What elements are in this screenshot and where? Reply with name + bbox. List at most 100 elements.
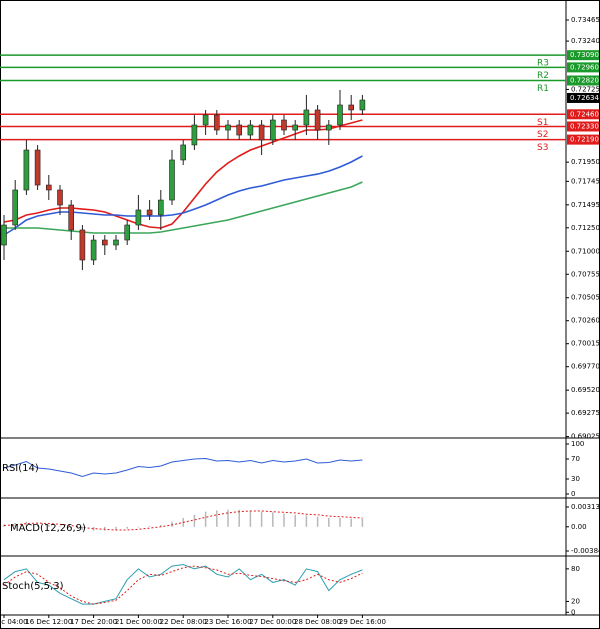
candle-body <box>236 124 242 136</box>
candle-body <box>102 239 108 246</box>
histogram-bar <box>59 526 61 527</box>
y-tick-label: 0.72725 <box>571 85 600 93</box>
candle-body <box>281 119 287 131</box>
candle-body <box>146 209 153 216</box>
level-box <box>567 50 599 61</box>
candle-body <box>303 109 310 126</box>
y-tick-label: 0.69025 <box>571 433 600 441</box>
indicator-line <box>3 565 363 605</box>
histogram-bar <box>126 526 128 529</box>
level-name: S1 <box>537 118 548 128</box>
candle-body <box>12 189 18 226</box>
candle-body <box>169 159 175 201</box>
y-tick-label: 0.003139 <box>571 503 600 511</box>
histogram-bar <box>48 524 50 527</box>
level-label: 0.72460 <box>570 110 599 118</box>
candle-body <box>348 104 355 111</box>
histogram-bar <box>305 515 308 527</box>
level-box <box>567 134 599 145</box>
level-name: S3 <box>537 143 548 153</box>
level-box <box>567 75 599 86</box>
histogram-bar <box>238 509 240 527</box>
y-tick-label: 0.71495 <box>571 201 600 209</box>
candle-body <box>202 114 209 126</box>
histogram-bar <box>3 524 5 527</box>
candle-body <box>191 124 198 146</box>
candle-body <box>158 199 164 216</box>
indicator-line <box>3 457 363 478</box>
histogram-bar <box>272 512 274 527</box>
histogram-bar <box>204 511 207 527</box>
histogram-bar <box>148 526 151 527</box>
candle-body <box>34 149 41 186</box>
level-label: 0.72330 <box>570 122 599 130</box>
histogram-bar <box>70 526 72 529</box>
level-name: R3 <box>537 59 549 69</box>
y-tick-label: 30 <box>571 475 580 483</box>
candle-body <box>337 104 343 126</box>
candle-body <box>124 224 130 241</box>
y-tick-label: 0.71000 <box>571 247 600 255</box>
candle-body <box>90 239 97 261</box>
level-name: R2 <box>537 71 549 81</box>
level-name: S2 <box>537 130 548 140</box>
candle-body <box>325 124 332 131</box>
candle-body <box>247 124 254 136</box>
level-name: R1 <box>537 84 549 94</box>
histogram-bar <box>350 518 352 527</box>
candle-body <box>1 224 7 246</box>
y-tick-label: 0.69275 <box>571 409 600 417</box>
x-tick-label: 16 Dec 04:00 <box>0 618 28 626</box>
candle-body <box>269 119 276 141</box>
histogram-bar <box>160 524 162 527</box>
x-tick-label: 28 Dec 08:00 <box>294 618 341 626</box>
histogram-bar <box>137 526 140 528</box>
y-tick-label: 0.00 <box>571 523 587 531</box>
histogram-bar <box>294 514 296 527</box>
candle-body <box>135 209 142 226</box>
level-box <box>567 109 599 120</box>
candle-body <box>57 189 63 206</box>
histogram-bar <box>171 521 173 527</box>
level-label: 0.73090 <box>570 51 599 59</box>
histogram-bar <box>260 511 263 527</box>
y-tick-label: 0.71250 <box>571 224 600 232</box>
y-tick-label: 100 <box>571 440 584 448</box>
histogram-bar <box>283 513 285 527</box>
indicator-line <box>3 155 363 236</box>
y-tick-label: 0.69770 <box>571 363 600 371</box>
candle-body <box>23 149 30 191</box>
y-tick-label: 0 <box>571 608 575 616</box>
histogram-bar <box>339 517 341 527</box>
histogram-bar <box>36 523 39 527</box>
histogram-bar <box>328 517 330 527</box>
panel-title: Stoch(5,5,3) <box>2 581 64 592</box>
candle-body <box>214 114 220 131</box>
candle-body <box>359 99 366 111</box>
x-tick-label: 23 Dec 16:00 <box>204 618 251 626</box>
histogram-bar <box>14 523 16 527</box>
panel-title: RSI(14) <box>2 463 39 474</box>
candle-body <box>314 109 321 131</box>
level-label: 0.72960 <box>570 63 599 71</box>
level-label: 0.72190 <box>570 136 599 144</box>
level-box <box>567 62 599 73</box>
y-tick-label: 0.73240 <box>571 37 600 45</box>
histogram-bar <box>249 510 252 527</box>
level-label: 0.72820 <box>570 77 599 85</box>
histogram-bar <box>115 526 117 530</box>
histogram-bar <box>193 514 196 527</box>
histogram-bar <box>227 509 229 527</box>
y-tick-label: 0.70505 <box>571 294 600 302</box>
y-tick-label: -0.00384 <box>571 547 600 555</box>
y-tick-label: 0.70755 <box>571 270 600 278</box>
x-tick-label: 22 Dec 08:00 <box>160 618 207 626</box>
candle-body <box>225 124 231 131</box>
y-tick-label: 0.69520 <box>571 386 600 394</box>
y-tick-label: 0.70015 <box>571 340 600 348</box>
candle-body <box>180 144 186 161</box>
y-tick-label: 0.70260 <box>571 317 600 325</box>
y-tick-label: 0.73465 <box>571 16 600 24</box>
